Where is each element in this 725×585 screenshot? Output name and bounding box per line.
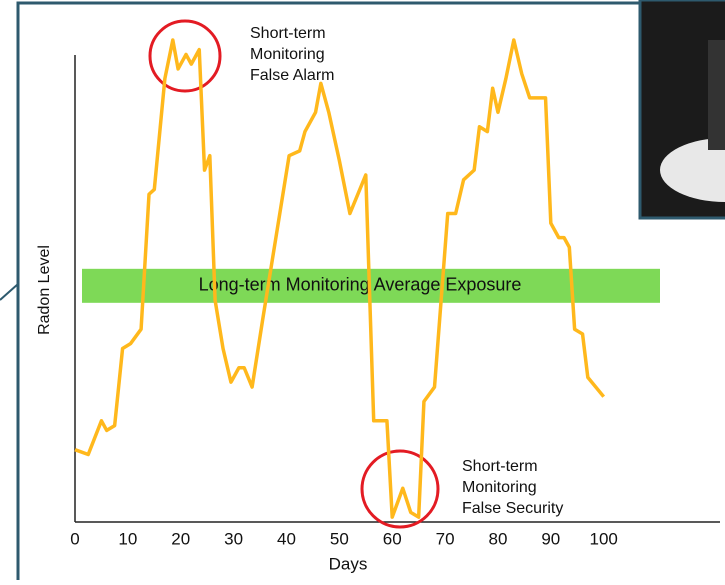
x-axis-label: Days: [329, 554, 368, 573]
annotation: False Alarm: [250, 67, 334, 84]
photo-device: [708, 40, 725, 150]
x-tick-label: 60: [383, 529, 402, 548]
x-tick-label: 70: [436, 529, 455, 548]
annotation: Monitoring: [250, 46, 325, 63]
x-tick-label: 40: [277, 529, 296, 548]
slide: Radon Level Days 0 10 20 30 40 50 60 70 80 90 100 L…: [0, 0, 725, 580]
x-tick-label: 0: [70, 529, 79, 548]
x-tick-label: 30: [224, 529, 243, 548]
x-tick-label: 20: [171, 529, 190, 548]
annotation: Short-term: [250, 25, 326, 42]
x-tick-label: 100: [590, 529, 618, 548]
photo: [640, 0, 725, 218]
y-axis-label: Radon Level: [36, 245, 53, 335]
annotation: False Security: [462, 500, 563, 517]
annotation: Short-term: [462, 458, 538, 475]
x-tick-label: 90: [541, 529, 560, 548]
band-label: Long-term Monitoring Average Exposure: [199, 275, 522, 295]
annotation: Monitoring: [462, 479, 537, 496]
x-tick-label: 50: [330, 529, 349, 548]
x-tick-label: 10: [118, 529, 137, 548]
x-tick-label: 80: [488, 529, 507, 548]
